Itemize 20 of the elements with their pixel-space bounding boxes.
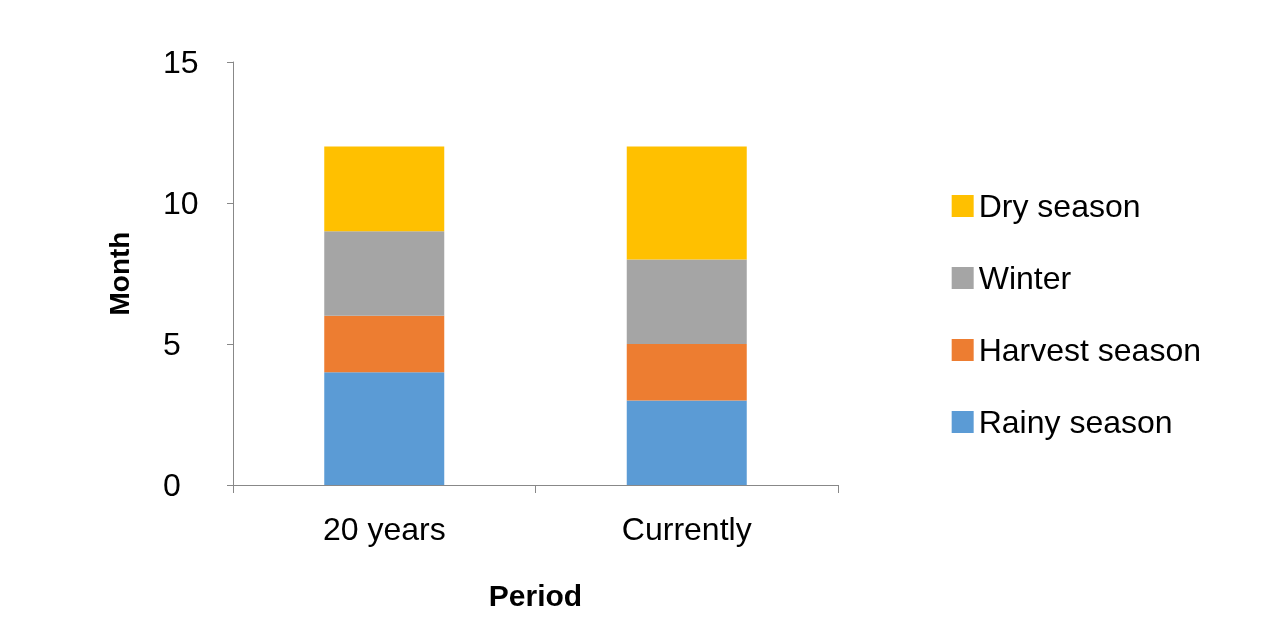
x-axis-title: Period [488, 578, 583, 612]
y-axis-title: Month [103, 231, 135, 316]
bar [626, 259, 747, 344]
legend-label: Harvest season [978, 332, 1201, 368]
legend-label: Dry season [978, 188, 1141, 224]
bar [324, 231, 445, 316]
bar [626, 146, 747, 260]
bar [626, 400, 747, 485]
bar [324, 146, 445, 232]
legend-label: Rainy season [978, 404, 1173, 440]
bar [324, 372, 445, 485]
y-tick-label: 10 [163, 185, 199, 221]
x-tick-label: 20 years [322, 511, 446, 547]
bar [324, 315, 445, 373]
y-tick-label: 0 [163, 467, 181, 503]
y-tick-label: 5 [163, 326, 181, 362]
legend-label: Winter [978, 260, 1072, 296]
bar [626, 344, 747, 401]
x-tick-label: Currently [621, 511, 752, 547]
y-tick-label: 15 [163, 44, 199, 80]
